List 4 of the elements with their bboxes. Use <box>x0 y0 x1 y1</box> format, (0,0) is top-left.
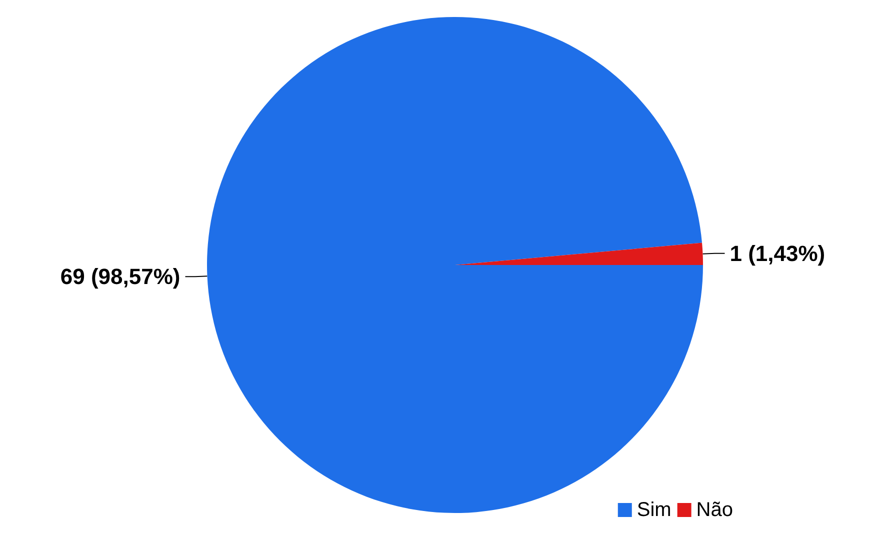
data-label: 69 (98,57%) <box>60 264 180 290</box>
legend-label: Não <box>696 499 734 521</box>
data-label: 1 (1,43%) <box>730 240 826 266</box>
legend-label: Sim <box>636 499 672 521</box>
